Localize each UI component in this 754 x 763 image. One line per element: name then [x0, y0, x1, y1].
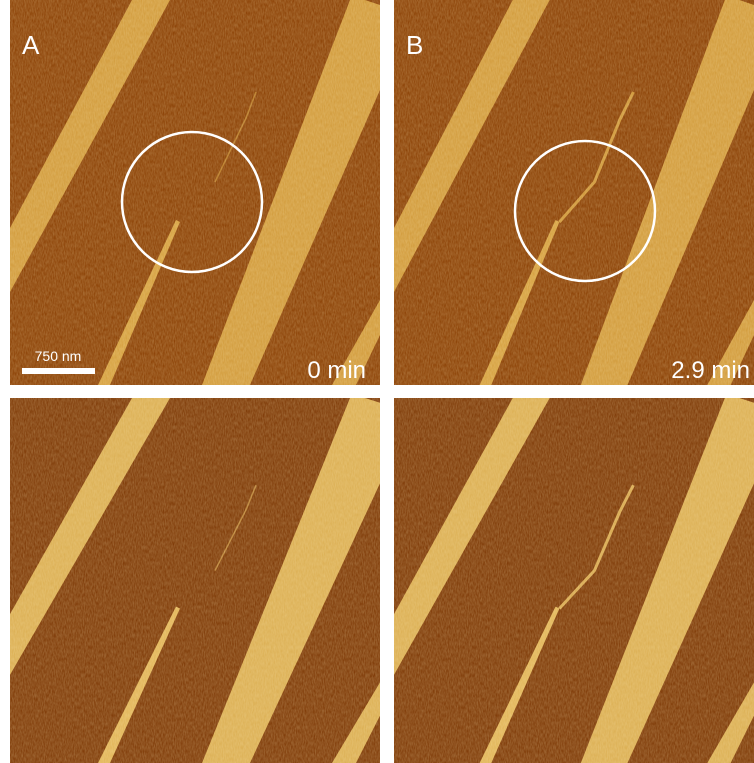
afm-image	[10, 398, 380, 763]
time-label: 0 min	[307, 357, 366, 384]
panel-b	[394, 0, 754, 385]
panel-a	[10, 0, 380, 385]
scale-bar-label: 750 nm	[35, 348, 82, 364]
surface-grain	[10, 0, 380, 385]
panel-a-phase	[10, 398, 380, 763]
surface-grain	[10, 398, 380, 763]
panel-label: B	[406, 30, 423, 60]
afm-image	[10, 0, 380, 385]
time-label: 2.9 min	[671, 357, 750, 384]
panel-label: A	[22, 30, 40, 60]
surface-grain	[394, 398, 754, 763]
afm-image	[394, 0, 754, 385]
surface-grain	[394, 0, 754, 385]
page: A B 0 min 2.9 min 750 nm (() => { const …	[0, 0, 754, 763]
panel-b-phase	[394, 398, 754, 763]
figure: A B 0 min 2.9 min 750 nm	[0, 0, 754, 763]
afm-image	[394, 398, 754, 763]
scale-bar	[22, 368, 95, 374]
